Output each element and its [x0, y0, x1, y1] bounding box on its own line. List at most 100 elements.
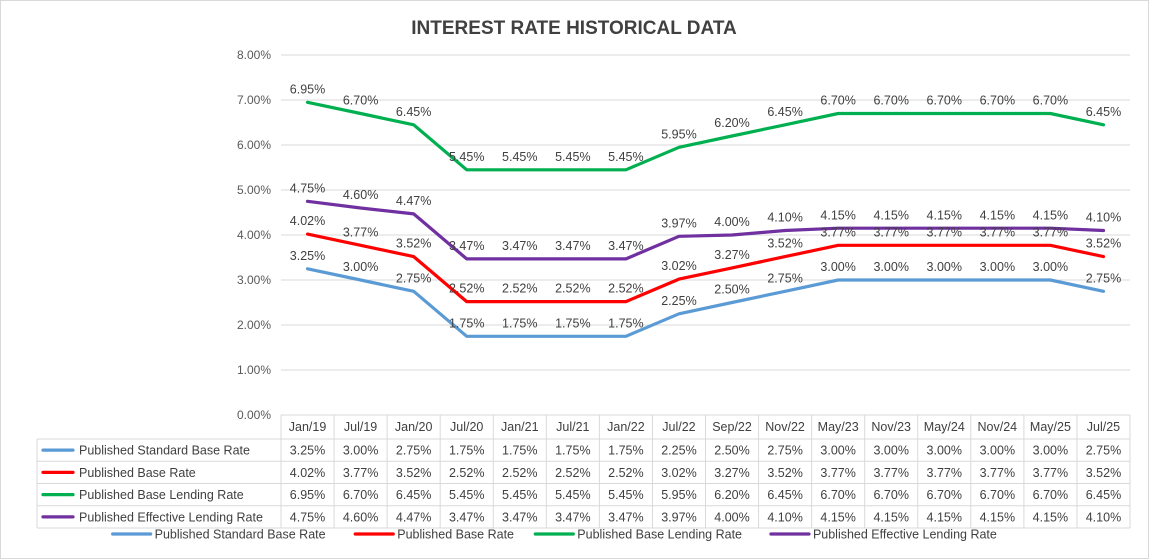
table-cell: 6.70% — [980, 488, 1015, 502]
table-cell: 3.77% — [873, 466, 908, 480]
data-label: 5.45% — [449, 150, 484, 164]
table-cell: 6.70% — [820, 488, 855, 502]
data-label: 3.77% — [343, 225, 378, 239]
data-label: 4.47% — [396, 194, 431, 208]
table-cell: 4.47% — [396, 510, 431, 524]
x-tick-label: Jul/25 — [1087, 420, 1120, 434]
table-cell: 3.47% — [555, 510, 590, 524]
data-label: 2.75% — [767, 271, 802, 285]
data-label: 6.95% — [290, 82, 325, 96]
data-label: 4.02% — [290, 214, 325, 228]
data-label: 3.77% — [927, 225, 962, 239]
table-cell: 6.70% — [343, 488, 378, 502]
table-cell: 4.00% — [714, 510, 749, 524]
table-cell: 6.20% — [714, 488, 749, 502]
data-label: 4.60% — [343, 188, 378, 202]
table-cell: 6.70% — [873, 488, 908, 502]
table-cell: 3.97% — [661, 510, 696, 524]
x-tick-label: May/23 — [818, 420, 859, 434]
chart-title: INTEREST RATE HISTORICAL DATA — [411, 18, 737, 39]
table-cell: 6.95% — [290, 488, 325, 502]
data-label: 4.10% — [767, 211, 802, 225]
series-lines — [305, 100, 1106, 338]
data-label: 6.70% — [927, 94, 962, 108]
data-label: 1.75% — [608, 316, 643, 330]
y-axis: 0.00% 1.00% 2.00% 3.00% 4.00% 5.00% 6.00% 7.00%… — [237, 48, 271, 422]
y-tick-label: 2.00% — [237, 318, 271, 332]
table-cell: 4.10% — [1086, 510, 1121, 524]
x-tick-label: Jan/21 — [501, 420, 539, 434]
data-label: 3.00% — [927, 260, 962, 274]
table-cell: 2.75% — [767, 444, 802, 458]
table-cell: 3.02% — [661, 466, 696, 480]
table-cell: 3.47% — [608, 510, 643, 524]
data-label: 1.75% — [555, 316, 590, 330]
table-cell: 1.75% — [449, 444, 484, 458]
y-tick-label: 5.00% — [237, 183, 271, 197]
data-label: 2.25% — [661, 294, 696, 308]
data-label: 6.70% — [343, 94, 378, 108]
table-series-label: Published Base Lending Rate — [79, 488, 244, 502]
y-tick-label: 4.00% — [237, 228, 271, 242]
table-cell: 3.52% — [396, 466, 431, 480]
data-label: 1.75% — [449, 316, 484, 330]
data-label: 6.70% — [820, 94, 855, 108]
data-label: 6.45% — [767, 105, 802, 119]
data-label: 6.70% — [873, 94, 908, 108]
x-tick-label: Jan/20 — [395, 420, 433, 434]
table-cell: 4.15% — [1033, 510, 1068, 524]
table-cell: 3.00% — [1033, 444, 1068, 458]
data-labels: 3.25% 3.00% 2.75% 1.75% 1.75% 1.75% 1.75% 2.25%… — [290, 82, 1121, 330]
table-cell: 2.52% — [502, 466, 537, 480]
table-cell: 6.45% — [1086, 488, 1121, 502]
table-series-label: Published Effective Lending Rate — [79, 510, 263, 524]
data-label: 6.45% — [1086, 105, 1121, 119]
x-tick-label: Nov/23 — [871, 420, 911, 434]
table-cell: 3.00% — [820, 444, 855, 458]
data-table: Jan/19 Jul/19 Jan/20 Jul/20 Jan/21 Jul/21 Jan/… — [36, 414, 1131, 529]
table-cell: 4.60% — [343, 510, 378, 524]
table-cell: 6.45% — [767, 488, 802, 502]
table-cell: 3.77% — [820, 466, 855, 480]
legend-label-3: Published Base Lending Rate — [577, 528, 742, 542]
table-cell: 2.75% — [1086, 444, 1121, 458]
table-cell: 3.25% — [290, 444, 325, 458]
data-label: 5.95% — [661, 127, 696, 141]
table-cell: 4.15% — [820, 510, 855, 524]
data-label: 3.00% — [343, 260, 378, 274]
data-label: 3.00% — [980, 260, 1015, 274]
data-label: 5.45% — [555, 150, 590, 164]
table-cell: 3.00% — [927, 444, 962, 458]
x-tick-label: Jan/19 — [289, 420, 327, 434]
data-label: 4.15% — [1033, 208, 1068, 222]
table-cell: 2.50% — [714, 444, 749, 458]
data-label: 2.75% — [396, 271, 431, 285]
data-label: 3.25% — [290, 249, 325, 263]
data-label: 1.75% — [502, 316, 537, 330]
data-label: 3.77% — [820, 225, 855, 239]
table-cell: 3.77% — [927, 466, 962, 480]
data-label: 5.45% — [502, 150, 537, 164]
data-label: 2.50% — [714, 283, 749, 297]
series-line-4 — [305, 199, 1106, 261]
y-tick-label: 1.00% — [237, 363, 271, 377]
table-cell: 3.27% — [714, 466, 749, 480]
table-cell: 1.75% — [502, 444, 537, 458]
data-label: 3.27% — [714, 248, 749, 262]
data-label: 4.15% — [820, 208, 855, 222]
data-label: 3.52% — [396, 237, 431, 251]
legend: Published Standard Base Rate Published Ba… — [111, 528, 997, 542]
data-label: 3.00% — [873, 260, 908, 274]
data-label: 5.45% — [608, 150, 643, 164]
table-cell: 2.75% — [396, 444, 431, 458]
data-label: 3.47% — [502, 239, 537, 253]
table-cell: 4.10% — [767, 510, 802, 524]
data-label: 4.75% — [290, 181, 325, 195]
table-cell: 3.52% — [767, 466, 802, 480]
legend-label-4: Published Effective Lending Rate — [813, 528, 997, 542]
data-label: 2.52% — [449, 282, 484, 296]
series-line-1 — [305, 267, 1106, 338]
x-tick-label: Jul/22 — [662, 420, 695, 434]
table-cell: 2.52% — [555, 466, 590, 480]
legend-label-2: Published Base Rate — [397, 528, 514, 542]
